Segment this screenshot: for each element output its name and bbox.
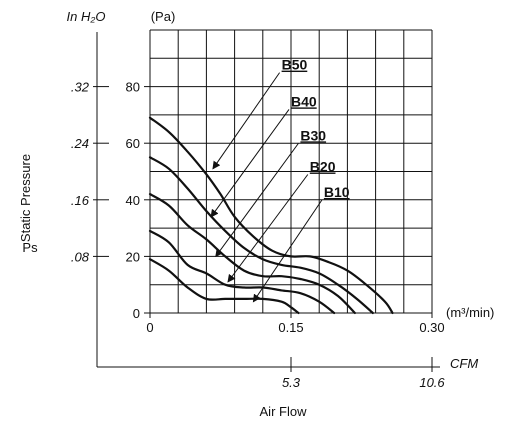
x-unit-alt-label: CFM [450, 356, 478, 371]
series-arrow-b20 [227, 174, 309, 283]
series-curve-b10 [148, 258, 300, 315]
series-label-b40: B40 [291, 93, 317, 109]
series-curve-b50 [148, 116, 394, 315]
series-arrow-b50 [212, 72, 281, 170]
series-label-b30: B30 [300, 127, 326, 143]
x-unit-label: (m³/min) [446, 305, 494, 320]
x-axis-title: Air Flow [260, 404, 308, 419]
alt-x-tick-label: 10.6 [419, 375, 445, 390]
x-tick-label: 0.15 [278, 320, 303, 335]
axis-text: In H₂O (Pa) (m³/min) CFM Static Pressure… [18, 9, 494, 419]
series-label-b20: B20 [310, 159, 336, 175]
y-tick-label: 80 [126, 80, 140, 95]
alt-y-tick-label: .16 [71, 193, 90, 208]
y-unit-label: (Pa) [151, 9, 176, 24]
y-tick-label: 60 [126, 136, 140, 151]
alt-x-tick-label: 5.3 [282, 375, 301, 390]
alt-y-tick-label: .32 [71, 80, 90, 95]
grid [149, 29, 433, 314]
y-tick-label: 40 [126, 193, 140, 208]
series-curve-b20 [148, 229, 336, 315]
series-curves [148, 116, 394, 315]
alt-y-tick-label: .08 [71, 249, 90, 264]
series-arrow-b40 [210, 109, 290, 218]
series-arrow-b10 [252, 199, 323, 303]
x-tick-label: 0.30 [419, 320, 444, 335]
y-axis-title: Static Pressure [18, 154, 33, 242]
x-tick-label: 0 [146, 320, 153, 335]
series-label-b50: B50 [282, 57, 308, 73]
y-tick-label: 0 [133, 306, 140, 321]
series-label-b10: B10 [324, 184, 350, 200]
series-arrow-b30 [215, 143, 299, 258]
y-axis-symbol: Ps [22, 240, 38, 255]
series-curve-b40 [148, 156, 374, 315]
series-curve-b30 [148, 193, 356, 315]
alt-y-tick-label: .24 [71, 136, 89, 151]
y-unit-alt-label: In H₂O [67, 9, 106, 24]
tick-labels: 0 20 40 60 80 0 0.15 0.30 .08 .16 .24 .32 5.3 10.6 [71, 80, 445, 390]
series-labels: B50 B40 B30 B20 B10 [210, 57, 350, 303]
y-tick-label: 20 [126, 249, 140, 264]
